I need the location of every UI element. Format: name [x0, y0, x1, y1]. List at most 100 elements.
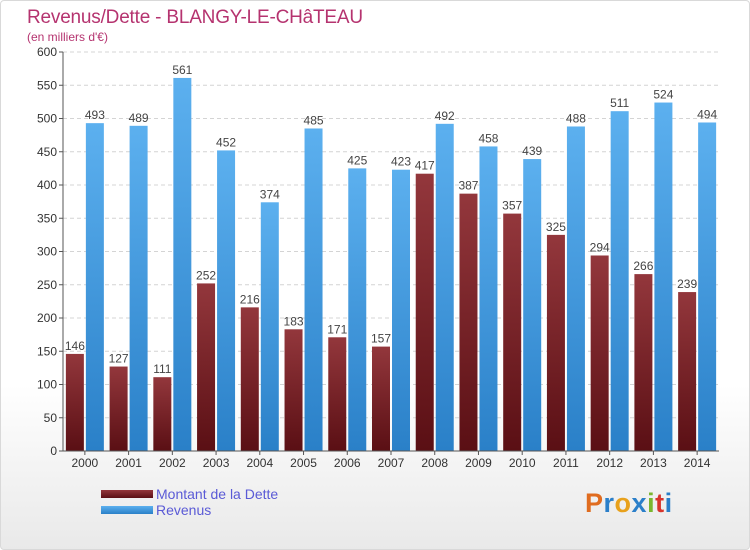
x-tick-label: 2004 — [246, 456, 273, 470]
logo-letter: P — [585, 488, 604, 518]
data-label: 492 — [435, 109, 455, 123]
y-tick-label: 400 — [37, 178, 57, 192]
y-tick-label: 200 — [37, 311, 57, 325]
x-tick-label: 2003 — [203, 456, 230, 470]
bar-dette — [284, 329, 303, 451]
data-label: 252 — [196, 268, 216, 282]
bar-revenus — [523, 159, 542, 451]
y-tick-label: 150 — [37, 344, 57, 358]
data-label: 561 — [172, 63, 192, 77]
bar-revenus — [260, 202, 279, 451]
data-label: 524 — [653, 88, 673, 102]
data-label: 325 — [546, 220, 566, 234]
data-label: 458 — [478, 131, 498, 145]
data-label: 425 — [347, 153, 367, 167]
bar-revenus — [698, 122, 717, 452]
bar-revenus — [610, 111, 629, 451]
data-label: 171 — [327, 322, 347, 336]
bar-revenus — [129, 125, 148, 451]
data-label: 357 — [502, 199, 522, 213]
legend-swatch-revenus — [101, 506, 153, 514]
x-tick-label: 2006 — [334, 456, 361, 470]
data-label: 146 — [65, 339, 85, 353]
data-label: 439 — [522, 144, 542, 158]
bar-dette — [328, 337, 347, 451]
data-label: 183 — [284, 314, 304, 328]
data-label: 423 — [391, 155, 411, 169]
legend-swatch-dette — [101, 490, 153, 498]
bar-dette — [678, 292, 697, 451]
data-label: 494 — [697, 107, 717, 121]
proxiti-logo: Proxiti — [585, 488, 673, 519]
y-tick-label: 450 — [37, 145, 57, 159]
bar-revenus — [479, 146, 498, 451]
y-tick-label: 0 — [50, 444, 57, 458]
bar-dette — [153, 377, 172, 451]
bar-revenus — [566, 126, 585, 451]
bar-revenus — [217, 150, 236, 452]
logo-letter: t — [655, 488, 665, 518]
bar-revenus — [435, 123, 454, 451]
bar-dette — [197, 283, 216, 451]
y-tick-label: 550 — [37, 78, 57, 92]
y-tick-label: 350 — [37, 211, 57, 225]
bar-dette — [109, 366, 128, 451]
bar-dette — [634, 274, 653, 451]
data-label: 216 — [240, 292, 260, 306]
data-label: 485 — [304, 113, 324, 127]
chart-subtitle: (en milliers d'€) — [27, 30, 108, 44]
bar-revenus — [304, 128, 323, 451]
bar-revenus — [654, 102, 673, 451]
x-tick-label: 2000 — [72, 456, 99, 470]
data-label: 511 — [610, 96, 629, 110]
y-tick-label: 50 — [44, 411, 58, 425]
logo-letter: r — [603, 488, 615, 518]
bar-revenus — [85, 123, 104, 451]
logo-letter: i — [647, 488, 656, 518]
legend-label-dette: Montant de la Dette — [156, 486, 279, 502]
x-tick-label: 2007 — [378, 456, 405, 470]
x-tick-label: 2011 — [553, 456, 579, 470]
x-tick-label: 2009 — [465, 456, 492, 470]
bar-dette — [240, 307, 259, 451]
x-tick-label: 2013 — [640, 456, 667, 470]
bar-revenus — [348, 168, 367, 451]
logo-letter: i — [664, 488, 673, 518]
logo-letter: x — [631, 488, 648, 518]
data-label: 374 — [260, 187, 280, 201]
bar-dette — [546, 234, 565, 451]
y-tick-label: 600 — [37, 45, 57, 59]
x-tick-label: 2008 — [421, 456, 448, 470]
bar-dette — [459, 193, 478, 451]
logo-letter: o — [614, 488, 632, 518]
x-tick-label: 2005 — [290, 456, 317, 470]
data-label: 493 — [85, 108, 105, 122]
data-label: 239 — [677, 277, 697, 291]
data-label: 111 — [153, 362, 172, 376]
bar-revenus — [392, 169, 410, 451]
x-tick-label: 2001 — [115, 456, 142, 470]
bar-dette — [65, 353, 84, 451]
bar-dette — [372, 346, 390, 451]
legend-label-revenus: Revenus — [156, 502, 212, 518]
bar-dette — [415, 173, 434, 451]
data-label: 266 — [633, 259, 653, 273]
data-label: 452 — [216, 135, 236, 149]
y-tick-label: 250 — [37, 278, 57, 292]
data-label: 157 — [371, 332, 391, 346]
y-tick-label: 100 — [37, 378, 57, 392]
bar-revenus — [173, 77, 192, 451]
x-tick-label: 2010 — [509, 456, 536, 470]
bar-dette — [590, 255, 609, 451]
x-tick-label: 2014 — [684, 456, 711, 470]
data-label: 294 — [590, 240, 610, 254]
y-tick-label: 500 — [37, 112, 57, 126]
data-label: 489 — [129, 111, 149, 125]
y-tick-label: 300 — [37, 245, 57, 259]
chart-title: Revenus/Dette - BLANGY-LE-CHâTEAU — [27, 7, 363, 28]
x-tick-label: 2002 — [159, 456, 186, 470]
data-label: 127 — [109, 352, 129, 366]
data-label: 387 — [458, 179, 478, 193]
